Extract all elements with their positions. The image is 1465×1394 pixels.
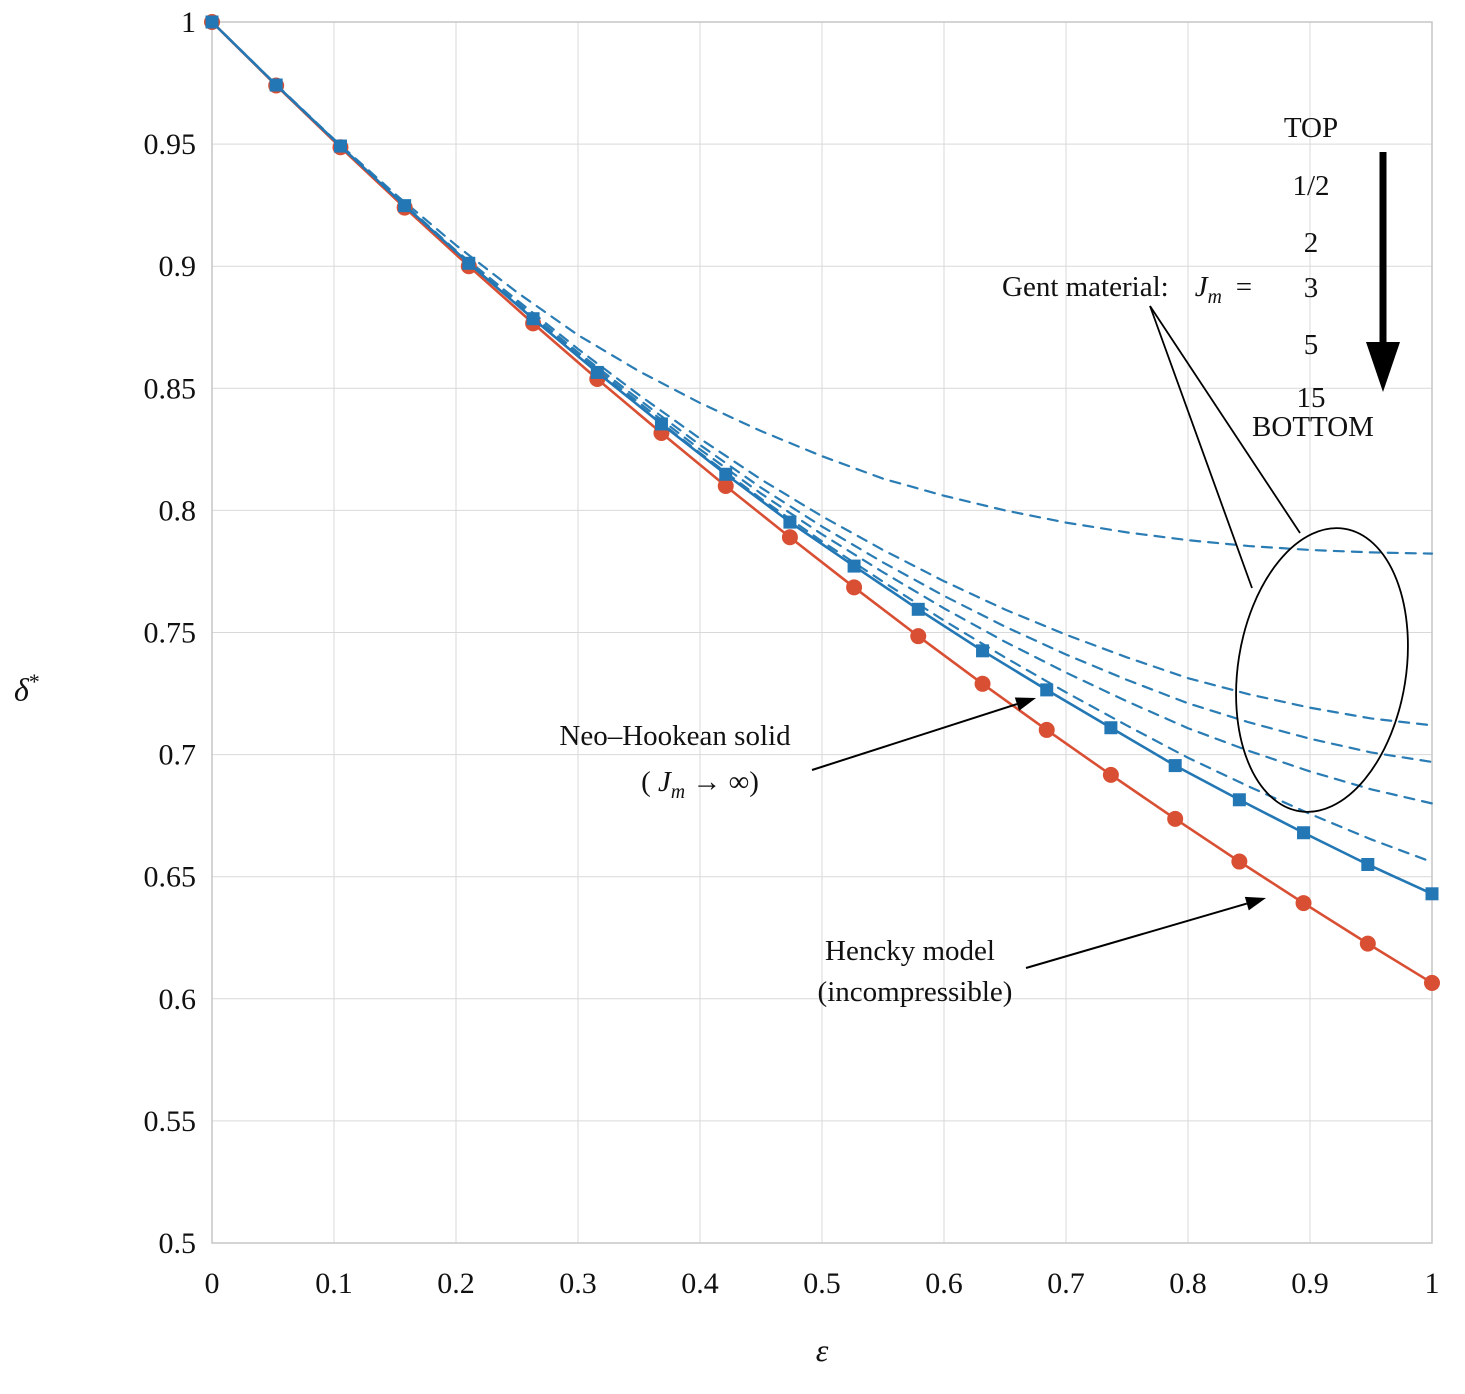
gent-jm-value-15: 15 [1296, 382, 1326, 414]
marker-square-neo-hookean [1040, 683, 1054, 697]
marker-square-neo-hookean [911, 602, 925, 616]
gent-jm-value-3: 3 [1303, 272, 1319, 304]
marker-circle-hencky [1038, 721, 1055, 738]
y-tick-label: 0.85 [144, 372, 197, 405]
y-tick-label: 0.8 [159, 494, 197, 527]
gent-bottom-label: BOTTOM [1252, 411, 1374, 443]
x-tick-label: 0.1 [315, 1267, 353, 1300]
y-tick-label: 0.95 [144, 128, 197, 161]
marker-square-neo-hookean [719, 467, 733, 481]
series-hencky [210, 20, 1434, 985]
marker-circle-hencky [1167, 810, 1184, 827]
marker-square-neo-hookean [654, 417, 668, 431]
neo-hookean-label-line1: Neo–Hookean solid [559, 720, 791, 752]
marker-circle-hencky [1295, 895, 1312, 912]
hencky-label-line2: (incompressible) [817, 976, 1013, 1008]
marker-circle-hencky [1359, 935, 1376, 952]
gent-pointer-line-2 [1149, 305, 1253, 589]
x-tick-label: 0 [205, 1267, 220, 1300]
gent-jm-symbol: Jm [1194, 271, 1222, 308]
gent-jm-value-2: 2 [1303, 227, 1319, 259]
hencky-arrow-head [1244, 896, 1266, 911]
y-axis-label: δ* [14, 666, 40, 706]
x-tick-label: 0.3 [559, 1267, 597, 1300]
gent-top-label: TOP [1283, 112, 1339, 144]
neo-hookean-label-line2: ( Jm → ∞) [641, 766, 759, 803]
neo-hookean-arrow [811, 703, 1018, 771]
gent-material-label: Gent material: Jm = [1002, 271, 1252, 313]
x-tick-label: 0.5 [803, 1267, 841, 1300]
marker-square-neo-hookean [462, 256, 476, 270]
x-tick-label: 0.2 [437, 1267, 475, 1300]
marker-circle-hencky [1424, 974, 1440, 991]
marker-circle-hencky [846, 579, 863, 596]
marker-square-neo-hookean [1297, 826, 1311, 840]
marker-square-neo-hookean [526, 312, 540, 326]
x-tick-label: 0.7 [1047, 1267, 1085, 1300]
marker-circle-hencky [974, 675, 991, 692]
marker-circle-hencky [1231, 853, 1248, 870]
marker-square-neo-hookean [976, 644, 990, 658]
marker-circle-hencky [781, 529, 798, 546]
marker-square-neo-hookean [590, 365, 604, 379]
y-tick-label: 0.7 [159, 739, 197, 772]
x-axis-label: ε [815, 1332, 829, 1368]
gent-equals: = [1235, 271, 1253, 303]
gent-jm-value-5: 5 [1303, 329, 1319, 361]
series-gent-jm-1-2 [210, 20, 1434, 555]
y-tick-label: 1 [181, 6, 196, 39]
marker-circle-hencky [717, 477, 734, 494]
hencky-label-line1: Hencky model [825, 935, 995, 967]
neo-hookean-arrow-head [1014, 697, 1036, 711]
marker-square-neo-hookean [1168, 759, 1182, 773]
y-axis-label-symbol: δ [14, 671, 29, 708]
marker-circle-hencky [1102, 766, 1119, 783]
y-tick-label: 0.55 [144, 1105, 197, 1138]
x-tick-label: 0.6 [925, 1267, 963, 1300]
plot-frame [211, 21, 1433, 1244]
marker-square-neo-hookean [783, 515, 797, 529]
marker-square-neo-hookean [333, 139, 347, 153]
marker-square-neo-hookean [1425, 887, 1439, 901]
x-tick-label: 1 [1425, 1267, 1440, 1300]
y-tick-label: 0.65 [144, 861, 197, 894]
y-tick-label: 0.6 [159, 983, 197, 1016]
marker-square-neo-hookean [1232, 793, 1246, 807]
gent-jm-value-half: 1/2 [1292, 170, 1330, 202]
marker-square-neo-hookean [1361, 857, 1375, 871]
marker-square-neo-hookean [847, 559, 861, 573]
y-axis-label-sup: * [28, 670, 40, 694]
x-tick-label: 0.8 [1169, 1267, 1207, 1300]
gent-material-text: Gent material: [1002, 271, 1169, 303]
x-tick-label: 0.9 [1291, 1267, 1329, 1300]
y-tick-label: 0.75 [144, 617, 197, 650]
marker-square-neo-hookean [205, 15, 219, 29]
y-tick-label: 0.5 [159, 1227, 197, 1260]
marker-square-neo-hookean [398, 199, 412, 213]
gent-curves-ellipse [1235, 527, 1409, 813]
marker-square-neo-hookean [1104, 721, 1118, 735]
top-to-bottom-arrow-head [1366, 342, 1400, 392]
neo-jm-symbol: Jm [657, 766, 686, 803]
gent-pointer-line-1 [1149, 305, 1301, 534]
x-tick-label: 0.4 [681, 1267, 719, 1300]
marker-circle-hencky [910, 628, 927, 645]
series-neo-hookean [210, 20, 1434, 896]
y-tick-label: 0.9 [159, 250, 197, 283]
marker-square-neo-hookean [269, 78, 283, 92]
hencky-arrow [1025, 902, 1248, 969]
